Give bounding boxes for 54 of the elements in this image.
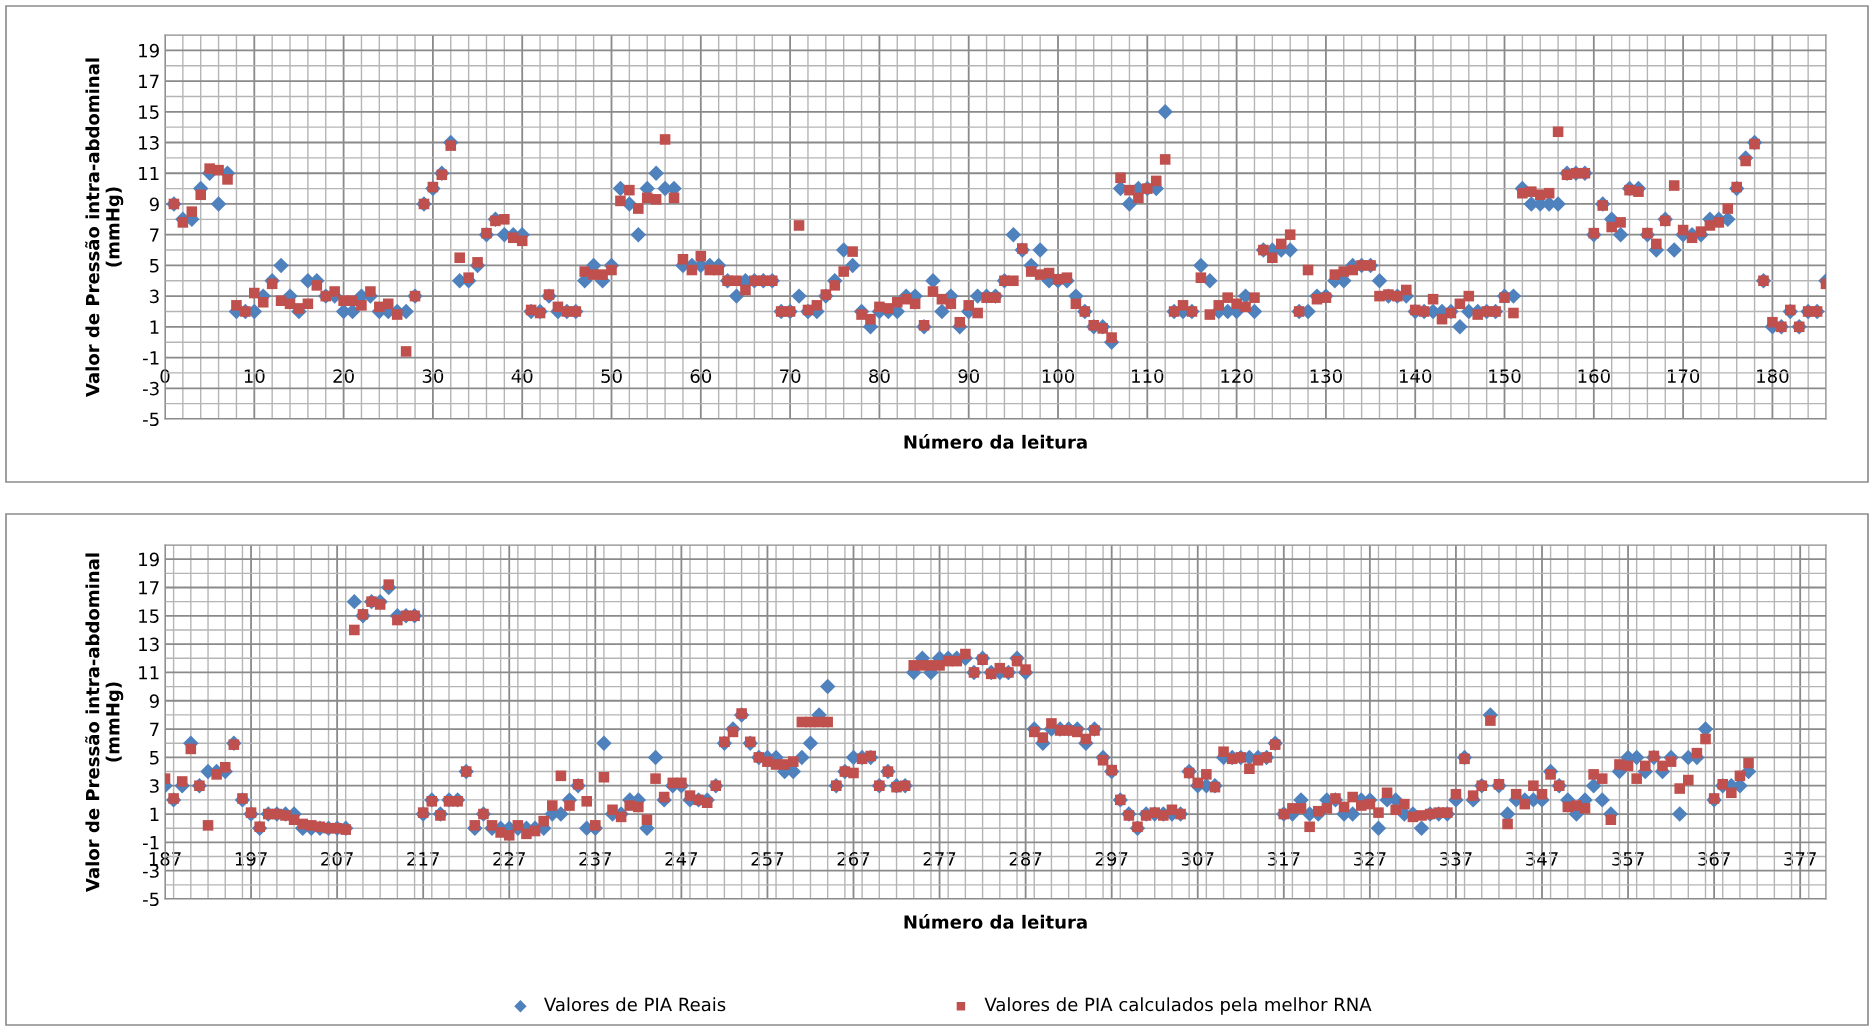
y-tick-label: 1 [150, 320, 159, 334]
y-tick-label: 9 [149, 694, 159, 708]
y-tick-label: -3 [143, 381, 159, 396]
y-tick-label: -5 [143, 892, 159, 907]
x-tick-label: 90 [958, 369, 979, 383]
x-tick-label: 180 [1757, 369, 1789, 383]
x-tick-label: 287 [1009, 852, 1042, 866]
x-tick-label: 0 [160, 369, 170, 383]
y-tick-label: 5 [150, 751, 159, 765]
x-tick-label: 170 [1667, 369, 1700, 383]
y-axis-title: Valor de Pressão intra-abdominal (mmHg) [85, 553, 124, 892]
x-tick-label: 60 [690, 369, 712, 383]
legend-label: Valores de PIA Reais [544, 997, 726, 1012]
y-tick-label: 17 [139, 581, 159, 595]
y-tick-label: 11 [139, 166, 159, 181]
y-tick-label: 5 [150, 259, 159, 273]
x-axis-title: Número da leitura [904, 434, 1087, 449]
y-tick-label: 17 [139, 74, 159, 88]
x-tick-label: 110 [1132, 369, 1164, 383]
x-tick-label: 30 [422, 369, 444, 383]
x-tick-label: 150 [1489, 369, 1521, 383]
legend-label: Valores de PIA calculados pela melhor RNA [984, 997, 1372, 1015]
y-axis-title: Valor de Pressão intra-abdominal (mmHg) [85, 58, 124, 397]
x-tick-label: 50 [601, 369, 622, 383]
y-tick-label: 15 [139, 609, 159, 623]
y-tick-label: -1 [143, 351, 159, 365]
y-tick-label: 3 [150, 779, 159, 793]
x-tick-label: 10 [244, 369, 265, 383]
x-tick-label: 20 [333, 369, 354, 383]
y-tick-label: 15 [139, 105, 159, 119]
x-tick-label: 257 [751, 852, 784, 866]
x-tick-label: 130 [1310, 369, 1342, 383]
y-tick-label: 19 [139, 552, 159, 567]
x-tick-label: 80 [869, 369, 890, 383]
y-tick-label: -1 [143, 836, 159, 850]
y-tick-label: 7 [150, 228, 159, 242]
y-tick-label: 1 [150, 807, 159, 821]
x-tick-label: 120 [1221, 369, 1253, 383]
y-tick-label: 9 [149, 197, 159, 212]
y-tick-label: 3 [150, 289, 159, 304]
y-tick-label: 13 [139, 135, 159, 150]
x-tick-label: 40 [511, 369, 533, 383]
x-tick-label: 267 [837, 852, 870, 866]
x-tick-label: 140 [1399, 369, 1432, 383]
x-tick-label: 70 [780, 369, 801, 383]
x-tick-label: 160 [1578, 369, 1610, 383]
y-tick-label: 19 [139, 43, 159, 58]
x-axis-title: Número da leitura [904, 914, 1087, 929]
y-tick-label: 13 [139, 637, 159, 652]
y-tick-label: 7 [150, 722, 159, 736]
x-tick-label: 100 [1042, 369, 1075, 383]
y-tick-label: 11 [139, 666, 159, 680]
y-tick-label: -5 [143, 412, 159, 427]
x-tick-label: 277 [923, 852, 956, 866]
